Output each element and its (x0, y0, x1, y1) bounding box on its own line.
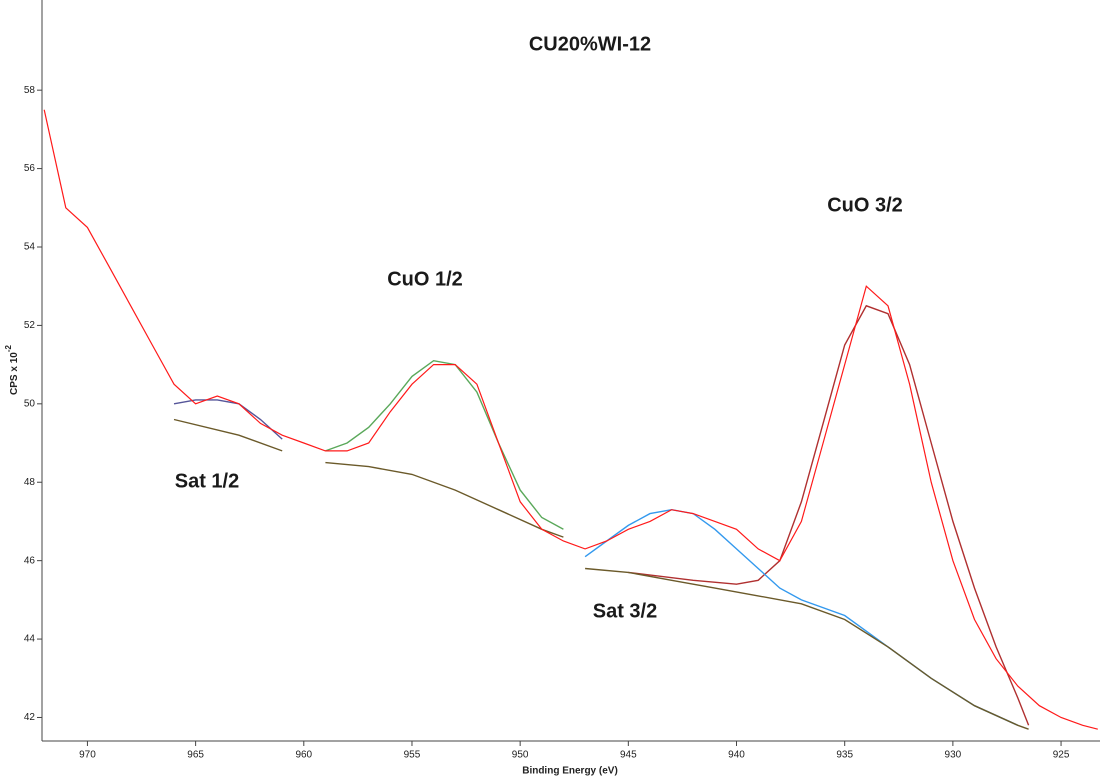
y-axis-label: CPS x 10-2 (4, 344, 20, 394)
y-tick-label: 56 (24, 163, 36, 174)
x-tick-label: 930 (945, 750, 962, 761)
y-tick-label: 52 (24, 320, 36, 331)
chart-title: CU20%WI-12 (529, 33, 651, 55)
y-tick-label: 44 (24, 634, 36, 645)
series-line (173, 418, 1029, 730)
x-tick-label: 970 (79, 750, 96, 761)
x-tick-label: 960 (295, 750, 312, 761)
annotation: Sat 1/2 (175, 470, 239, 492)
y-tick-label: 42 (24, 712, 36, 723)
x-tick-label: 945 (620, 750, 637, 761)
x-tick-label: 965 (187, 750, 204, 761)
x-tick-label: 925 (1053, 750, 1070, 761)
series-line (43, 109, 1098, 730)
y-tick-label: 50 (24, 398, 36, 409)
annotation: CuO 3/2 (827, 194, 903, 216)
y-axis-label-text: CPS x 10 (9, 352, 20, 395)
y-tick-label: 48 (24, 477, 36, 488)
annotation: Sat 3/2 (593, 600, 657, 622)
series-line (325, 359, 564, 530)
x-tick-label: 940 (728, 750, 745, 761)
annotation: CuO 1/2 (387, 268, 463, 290)
y-tick-label: 46 (24, 555, 36, 566)
x-axis-label: Binding Energy (eV) (522, 766, 618, 777)
series-line (628, 304, 1030, 726)
y-axis-label-exponent: -2 (4, 344, 13, 352)
x-tick-label: 935 (836, 750, 853, 761)
y-tick-label: 58 (24, 85, 36, 96)
x-tick-label: 950 (512, 750, 529, 761)
y-tick-label: 54 (24, 242, 36, 253)
x-tick-label: 955 (404, 750, 421, 761)
